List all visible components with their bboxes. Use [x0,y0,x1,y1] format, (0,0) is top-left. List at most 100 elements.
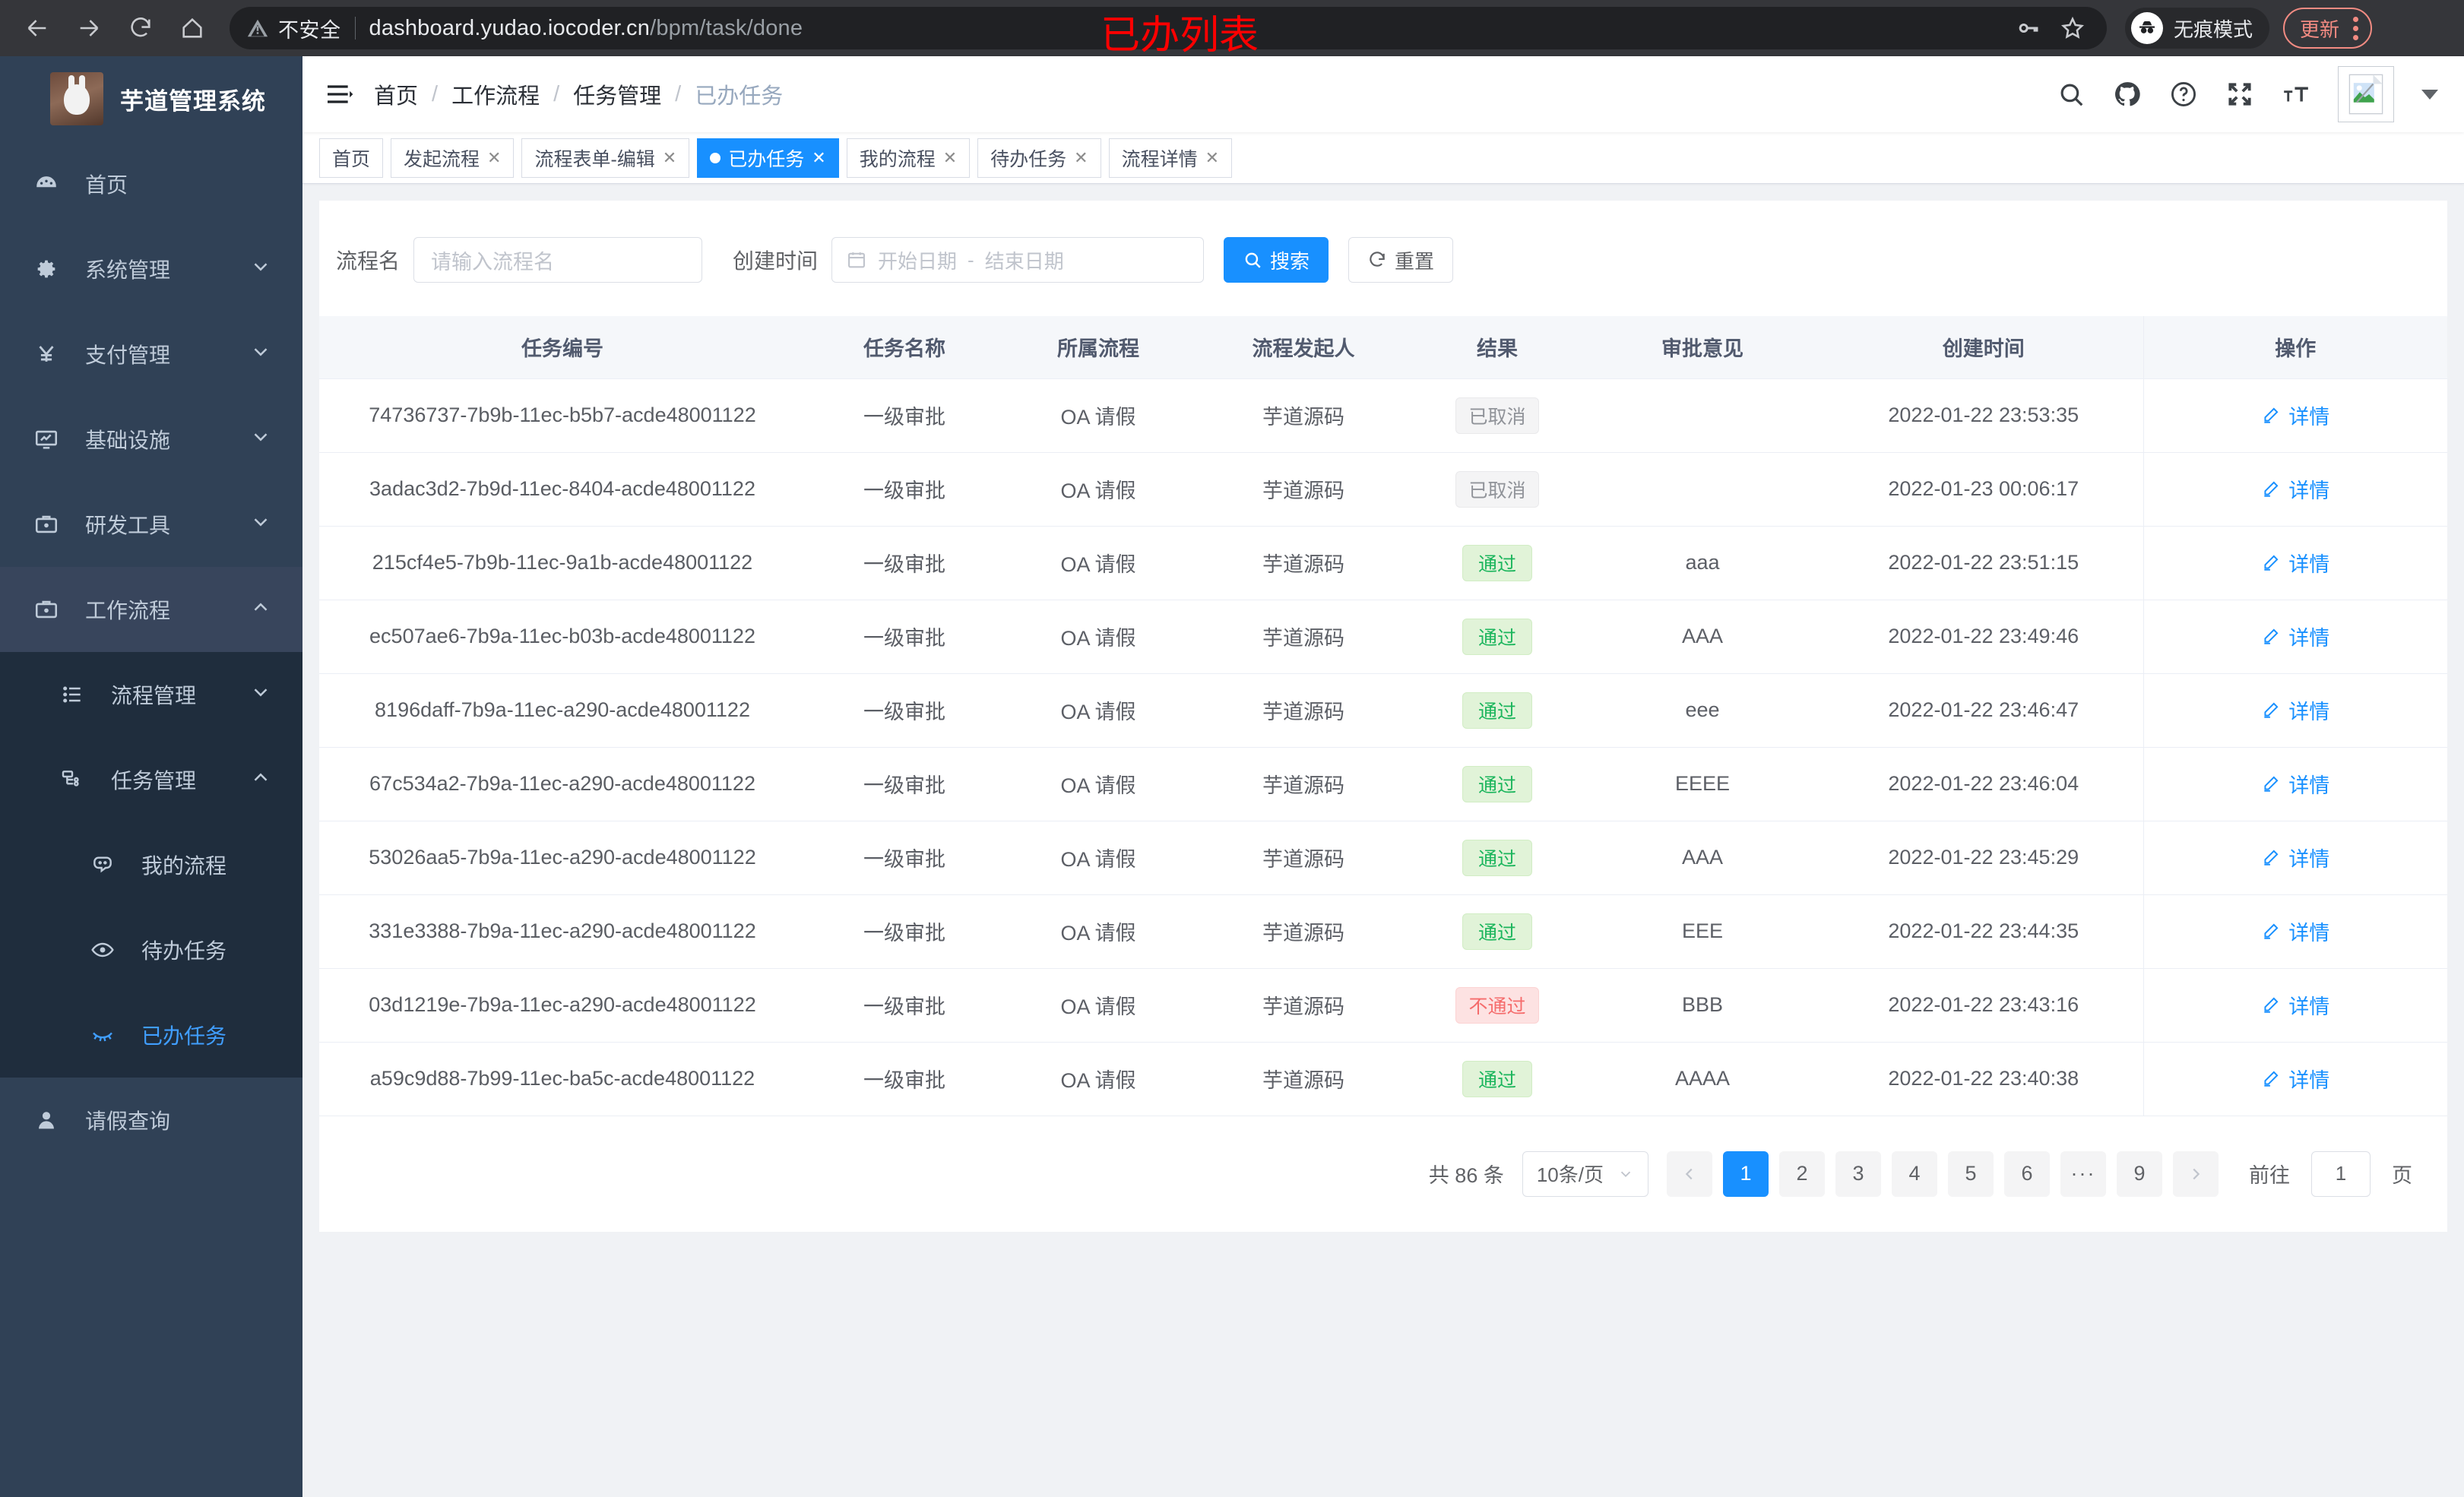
tab-process-detail[interactable]: 流程详情 ✕ [1108,138,1233,178]
update-button[interactable]: 更新 [2283,8,2373,49]
detail-button[interactable]: 详情 [2261,474,2329,504]
tab-start-process[interactable]: 发起流程 ✕ [391,138,515,178]
detail-button[interactable]: 详情 [2261,400,2329,430]
detail-button[interactable]: 详情 [2261,548,2329,578]
search-button-label: 搜索 [1270,249,1310,273]
font-size-icon[interactable] [2282,80,2310,109]
page-ellipsis[interactable]: ··· [2060,1150,2106,1197]
table-row[interactable]: 3adac3d2-7b9d-11ec-8404-acde48001122 一级审… [319,452,2447,527]
search-input[interactable]: 请输入流程名 [413,237,703,283]
close-icon[interactable]: ✕ [487,147,502,167]
address-bar[interactable]: 不安全 dashboard.yudao.iocoder.cn/bpm/task/… [230,7,2107,49]
cell-result: 通过 [1414,673,1581,748]
help-circle-icon[interactable] [2169,80,2198,109]
sidebar-item-done-task[interactable]: 已办任务 [0,992,302,1078]
detail-button[interactable]: 详情 [2261,916,2329,946]
hamburger-collapse-icon[interactable] [302,79,374,109]
sidebar-item-process-management[interactable]: 流程管理 [0,652,302,737]
incognito-indicator[interactable]: 无痕模式 [2125,8,2270,49]
status-badge: 不通过 [1455,986,1539,1024]
fullscreen-icon[interactable] [2225,80,2254,109]
detail-button[interactable]: 详情 [2261,843,2329,872]
brand-logo-icon [50,72,103,125]
detail-button[interactable]: 详情 [2261,769,2329,799]
page-size-select[interactable]: 10条/页 [1522,1150,1648,1197]
tab-todo-task[interactable]: 待办任务 ✕ [977,138,1101,178]
forward-arrow-icon[interactable] [65,5,112,52]
page-button-5[interactable]: 5 [1948,1150,1994,1197]
table-row[interactable]: 74736737-7b9b-11ec-b5b7-acde48001122 一级审… [319,378,2447,453]
detail-button[interactable]: 详情 [2261,695,2329,725]
sidebar-item-leave-query[interactable]: 请假查询 [0,1078,302,1163]
page-button-3[interactable]: 3 [1835,1150,1881,1197]
table-row[interactable]: 03d1219e-7b9a-11ec-a290-acde48001122 一级审… [319,968,2447,1043]
breadcrumb-separator: / [675,81,682,106]
sidebar-item-home[interactable]: 首页 [0,141,302,226]
page-button-4[interactable]: 4 [1892,1150,1937,1197]
table-row[interactable]: 53026aa5-7b9a-11ec-a290-acde48001122 一级审… [319,821,2447,895]
sidebar-item-infrastructure[interactable]: 基础设施 [0,397,302,482]
close-icon[interactable]: ✕ [1205,147,1220,167]
home-icon[interactable] [169,5,216,52]
github-icon[interactable] [2113,80,2142,109]
breadcrumb-item[interactable]: 工作流程 [451,84,540,109]
page-button-2[interactable]: 2 [1779,1150,1825,1197]
password-key-icon[interactable] [2016,16,2040,40]
table-row[interactable]: 8196daff-7b9a-11ec-a290-acde48001122 一级审… [319,673,2447,748]
avatar[interactable] [2338,66,2394,122]
breadcrumb-item[interactable]: 任务管理 [573,84,662,109]
page-button-6[interactable]: 6 [2004,1150,2050,1197]
close-icon[interactable]: ✕ [942,147,958,167]
close-icon[interactable]: ✕ [662,147,677,167]
tab-done-task[interactable]: 已办任务 ✕ [697,138,839,178]
reset-button-label: 重置 [1395,249,1435,273]
close-icon[interactable]: ✕ [812,147,826,167]
brand[interactable]: 芋道管理系统 [0,56,302,141]
page-button-9[interactable]: 9 [2117,1150,2162,1197]
table-row[interactable]: ec507ae6-7b9a-11ec-b03b-acde48001122 一级审… [319,600,2447,674]
detail-button[interactable]: 详情 [2261,1064,2329,1093]
goto-page-input[interactable]: 1 [2311,1150,2371,1197]
incognito-label: 无痕模式 [2174,17,2253,41]
sidebar-item-workflow[interactable]: 工作流程 [0,567,302,652]
table-row[interactable]: a59c9d88-7b99-11ec-ba5c-acde48001122 一级审… [319,1042,2447,1116]
sidebar-item-system[interactable]: 系统管理 [0,226,302,312]
cell-task-name: 一级审批 [806,747,1003,821]
breadcrumb-item[interactable]: 首页 [374,84,419,109]
detail-button[interactable]: 详情 [2261,622,2329,651]
chevron-down-icon[interactable] [2421,89,2438,100]
sidebar-item-todo-task[interactable]: 待办任务 [0,907,302,992]
tab-process-form-edit[interactable]: 流程表单-编辑 ✕ [521,138,690,178]
cell-task-name: 一级审批 [806,1042,1003,1116]
reload-icon[interactable] [117,5,164,52]
browser-nav-buttons [0,5,216,52]
cell-created: 2022-01-22 23:43:16 [1824,968,2143,1043]
cell-operation: 详情 [2143,821,2447,895]
cell-starter: 芋道源码 [1193,378,1414,453]
bookmark-star-icon[interactable] [2060,15,2086,41]
kebab-menu-icon[interactable] [2348,16,2363,40]
tab-home[interactable]: 首页 [319,138,384,178]
next-page-button[interactable] [2173,1150,2219,1197]
page-button-1[interactable]: 1 [1723,1150,1769,1197]
table-row[interactable]: 67c534a2-7b9a-11ec-a290-acde48001122 一级审… [319,747,2447,821]
sidebar-item-label: 我的流程 [141,854,227,878]
cell-opinion: EEE [1581,894,1824,969]
eye-closed-icon [85,1023,120,1047]
sidebar-item-my-process[interactable]: 我的流程 [0,822,302,907]
sidebar-item-devtools[interactable]: 研发工具 [0,482,302,567]
reset-button[interactable]: 重置 [1348,237,1454,283]
back-arrow-icon[interactable] [14,5,61,52]
table-row[interactable]: 331e3388-7b9a-11ec-a290-acde48001122 一级审… [319,894,2447,969]
search-icon[interactable] [2057,80,2086,109]
sidebar-item-payment[interactable]: 支付管理 [0,312,302,397]
date-range-picker[interactable]: 开始日期 - 结束日期 [831,237,1205,283]
prev-page-button[interactable] [1667,1150,1712,1197]
close-icon[interactable]: ✕ [1074,147,1088,167]
search-button[interactable]: 搜索 [1224,237,1329,283]
cell-starter: 芋道源码 [1193,747,1414,821]
table-row[interactable]: 215cf4e5-7b9b-11ec-9a1b-acde48001122 一级审… [319,526,2447,600]
sidebar-item-task-management[interactable]: 任务管理 [0,737,302,822]
detail-button[interactable]: 详情 [2261,990,2329,1020]
tab-my-process[interactable]: 我的流程 ✕ [846,138,971,178]
